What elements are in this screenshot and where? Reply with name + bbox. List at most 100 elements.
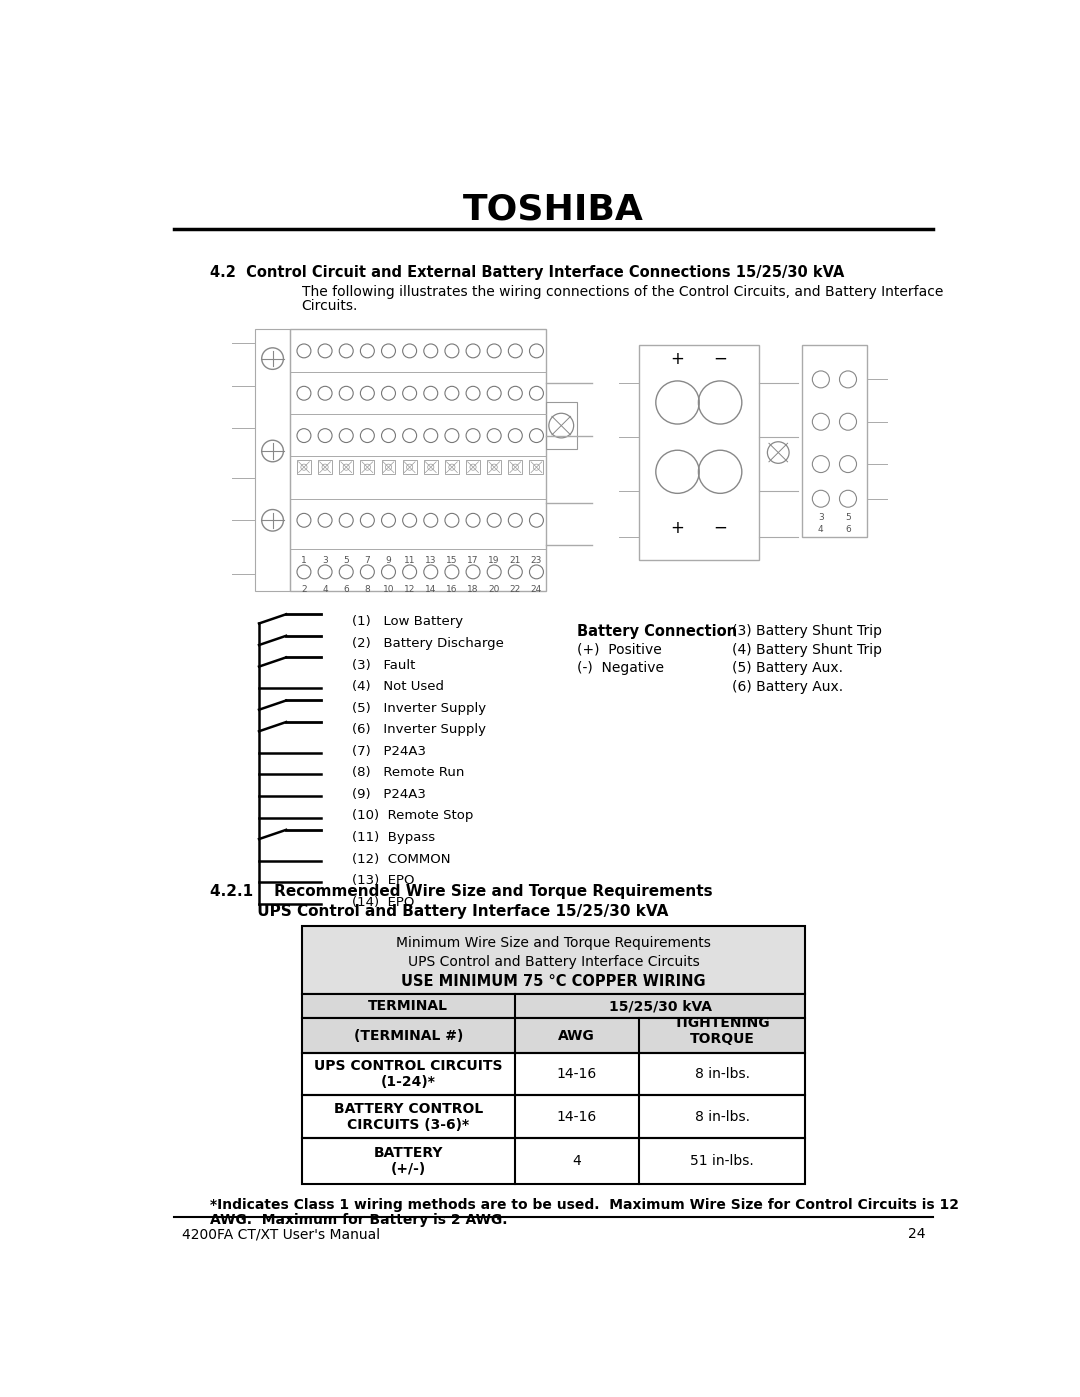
Text: 15/25/30 kVA: 15/25/30 kVA <box>608 999 712 1013</box>
Text: (11)  Bypass: (11) Bypass <box>352 831 435 844</box>
Text: 13: 13 <box>426 556 436 564</box>
Text: 19: 19 <box>488 556 500 564</box>
Text: 1: 1 <box>301 556 307 564</box>
Bar <box>361 460 375 474</box>
Text: 4: 4 <box>572 1154 581 1168</box>
Text: (3) Battery Shunt Trip: (3) Battery Shunt Trip <box>732 624 881 638</box>
Text: 10: 10 <box>382 585 394 594</box>
Text: 12: 12 <box>404 585 416 594</box>
Text: 4: 4 <box>322 585 328 594</box>
Bar <box>301 993 806 1018</box>
Text: 14-16: 14-16 <box>556 1067 597 1081</box>
Text: −: − <box>713 349 727 367</box>
Text: (13)  EPO: (13) EPO <box>352 875 415 887</box>
Text: (14)  EPO: (14) EPO <box>352 895 415 908</box>
Text: BATTERY CONTROL
CIRCUITS (3-6)*: BATTERY CONTROL CIRCUITS (3-6)* <box>334 1102 483 1132</box>
Text: (8)   Remote Run: (8) Remote Run <box>352 767 464 780</box>
Bar <box>255 330 291 591</box>
Text: 17: 17 <box>468 556 478 564</box>
Text: (TERMINAL #): (TERMINAL #) <box>353 1028 463 1042</box>
Text: The following illustrates the wiring connections of the Control Circuits, and Ba: The following illustrates the wiring con… <box>301 285 943 299</box>
Text: (4) Battery Shunt Trip: (4) Battery Shunt Trip <box>732 643 881 657</box>
Text: BATTERY
(+/-): BATTERY (+/-) <box>374 1146 443 1176</box>
Text: (+)  Positive: (+) Positive <box>577 643 661 657</box>
Text: UPS CONTROL CIRCUITS
(1-24)*: UPS CONTROL CIRCUITS (1-24)* <box>314 1059 502 1090</box>
Bar <box>403 460 417 474</box>
Text: 24: 24 <box>908 1227 926 1241</box>
Text: 9: 9 <box>386 556 391 564</box>
Bar <box>301 1053 806 1095</box>
Bar <box>301 1095 806 1137</box>
Text: 5: 5 <box>343 556 349 564</box>
Text: TOSHIBA: TOSHIBA <box>463 193 644 226</box>
Text: 22: 22 <box>510 585 521 594</box>
Bar <box>529 460 543 474</box>
Bar <box>509 460 523 474</box>
Text: 8 in-lbs.: 8 in-lbs. <box>694 1067 750 1081</box>
Text: AWG.  Maximum for Battery is 2 AWG.: AWG. Maximum for Battery is 2 AWG. <box>211 1214 508 1228</box>
Text: Minimum Wire Size and Torque Requirements: Minimum Wire Size and Torque Requirement… <box>396 936 711 950</box>
Text: (1)   Low Battery: (1) Low Battery <box>352 616 463 629</box>
Text: 6: 6 <box>343 585 349 594</box>
Text: (5)   Inverter Supply: (5) Inverter Supply <box>352 701 486 715</box>
Text: (7)   P24A3: (7) P24A3 <box>352 745 426 757</box>
Bar <box>301 1018 806 1053</box>
Text: +: + <box>671 349 685 367</box>
Text: 15: 15 <box>446 556 458 564</box>
Text: 21: 21 <box>510 556 521 564</box>
Bar <box>445 460 459 474</box>
Bar <box>301 1137 806 1185</box>
Text: TERMINAL: TERMINAL <box>368 999 448 1013</box>
Text: (3)   Fault: (3) Fault <box>352 658 416 672</box>
Text: (2)   Battery Discharge: (2) Battery Discharge <box>352 637 504 650</box>
Text: −: − <box>713 520 727 536</box>
Text: 4200FA CT/XT User's Manual: 4200FA CT/XT User's Manual <box>181 1227 380 1241</box>
Text: 4: 4 <box>818 525 824 534</box>
Text: 24: 24 <box>531 585 542 594</box>
Text: 3: 3 <box>818 514 824 522</box>
Text: (10)  Remote Stop: (10) Remote Stop <box>352 809 473 823</box>
Text: UPS Control and Battery Interface 15/25/30 kVA: UPS Control and Battery Interface 15/25/… <box>211 904 669 919</box>
Text: 5: 5 <box>846 514 851 522</box>
Bar <box>545 402 577 448</box>
Text: 11: 11 <box>404 556 416 564</box>
Text: 7: 7 <box>364 556 370 564</box>
Text: +: + <box>671 520 685 536</box>
Text: (9)   P24A3: (9) P24A3 <box>352 788 426 800</box>
Text: 23: 23 <box>530 556 542 564</box>
Bar <box>291 330 545 591</box>
Text: (4)   Not Used: (4) Not Used <box>352 680 444 693</box>
Bar <box>297 460 311 474</box>
Text: 18: 18 <box>468 585 478 594</box>
Bar <box>487 460 501 474</box>
Text: 14-16: 14-16 <box>556 1109 597 1123</box>
Text: 6: 6 <box>846 525 851 534</box>
Text: (6)   Inverter Supply: (6) Inverter Supply <box>352 724 486 736</box>
Text: UPS Control and Battery Interface Circuits: UPS Control and Battery Interface Circui… <box>407 954 700 968</box>
Text: 3: 3 <box>322 556 328 564</box>
Text: 20: 20 <box>488 585 500 594</box>
Text: 8: 8 <box>364 585 370 594</box>
Text: (6) Battery Aux.: (6) Battery Aux. <box>732 680 842 694</box>
Text: 14: 14 <box>426 585 436 594</box>
Text: 8 in-lbs.: 8 in-lbs. <box>694 1109 750 1123</box>
Text: 2: 2 <box>301 585 307 594</box>
Text: TIGHTENING
TORQUE: TIGHTENING TORQUE <box>674 1016 770 1046</box>
Text: *Indicates Class 1 wiring methods are to be used.  Maximum Wire Size for Control: *Indicates Class 1 wiring methods are to… <box>211 1197 959 1213</box>
Bar <box>801 345 867 538</box>
Text: (12)  COMMON: (12) COMMON <box>352 852 450 866</box>
Text: 51 in-lbs.: 51 in-lbs. <box>690 1154 754 1168</box>
Bar <box>467 460 480 474</box>
Text: (-)  Negative: (-) Negative <box>577 661 664 675</box>
Text: (5) Battery Aux.: (5) Battery Aux. <box>732 661 842 675</box>
Text: Battery Connection: Battery Connection <box>577 624 737 640</box>
Text: AWG: AWG <box>558 1028 595 1042</box>
Text: Circuits.: Circuits. <box>301 299 357 313</box>
Bar <box>339 460 353 474</box>
Bar <box>319 460 332 474</box>
Bar <box>638 345 759 560</box>
Bar <box>381 460 395 474</box>
Text: 4.2.1    Recommended Wire Size and Torque Requirements: 4.2.1 Recommended Wire Size and Torque R… <box>211 884 713 898</box>
Bar <box>301 926 806 993</box>
Text: 4.2  Control Circuit and External Battery Interface Connections 15/25/30 kVA: 4.2 Control Circuit and External Battery… <box>211 265 845 281</box>
